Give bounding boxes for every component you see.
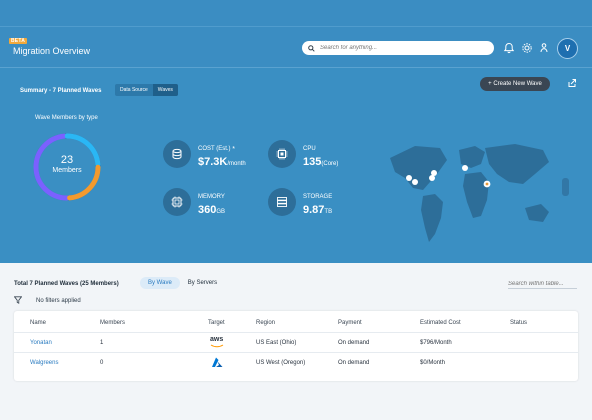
members-count: 1 xyxy=(100,340,104,346)
tab-by-wave[interactable]: By Wave xyxy=(140,277,180,289)
storage-server-icon xyxy=(268,188,296,216)
wave-name-link[interactable]: Yonatan xyxy=(30,340,52,346)
col-status[interactable]: Status xyxy=(510,320,528,326)
members-donut-chart xyxy=(33,133,101,201)
table-row[interactable]: Yonatan 1 aws US East (Ohio) On demand $… xyxy=(14,332,578,352)
col-name[interactable]: Name xyxy=(30,320,47,326)
azure-logo-icon xyxy=(212,357,223,367)
table-title: Total 7 Planned Waves (25 Members) xyxy=(14,281,119,287)
beta-badge: BETA xyxy=(9,38,28,44)
toggle-data-source[interactable]: Data Source xyxy=(120,87,148,93)
view-toggle: Data Source Waves xyxy=(115,84,178,96)
table-search-input[interactable] xyxy=(508,279,577,289)
region: US East (Ohio) xyxy=(256,340,297,346)
members-count: 0 xyxy=(100,360,104,366)
storage-label: STORAGE xyxy=(303,194,333,200)
summary-title: Summary - 7 Planned Waves xyxy=(20,88,102,94)
user-avatar[interactable]: V xyxy=(557,38,578,59)
col-target[interactable]: Target xyxy=(208,320,225,326)
settings-gear-icon[interactable] xyxy=(521,42,533,54)
map-zoom-control[interactable] xyxy=(562,178,569,196)
header-divider xyxy=(0,26,592,27)
create-new-wave-button[interactable]: + Create New Wave xyxy=(480,77,550,91)
filter-icon[interactable] xyxy=(14,296,22,304)
cost-coins-icon xyxy=(163,140,191,168)
donut-segment-a xyxy=(33,133,101,201)
global-search[interactable] xyxy=(302,41,494,55)
map-location-markers[interactable] xyxy=(406,165,491,188)
tab-by-servers[interactable]: By Servers xyxy=(187,280,218,286)
page-title: Migration Overview xyxy=(13,46,91,56)
search-input[interactable] xyxy=(320,45,480,51)
estimated-cost: $0/Month xyxy=(420,360,446,366)
donut-label: Wave Members by type xyxy=(35,115,98,121)
estimated-cost: $796/Month xyxy=(420,340,452,346)
memory-label: MEMORY xyxy=(198,194,225,200)
filters-status: No filters applied xyxy=(36,298,81,304)
donut-count: 23 xyxy=(60,154,74,166)
cost-value: $7.3K/month xyxy=(198,156,246,168)
wave-name-link[interactable]: Walgreens xyxy=(30,360,59,366)
app-header: BETA Migration Overview V xyxy=(0,0,592,68)
share-export-icon[interactable] xyxy=(567,78,577,88)
cpu-label: CPU xyxy=(303,146,316,152)
world-map[interactable] xyxy=(385,138,557,248)
col-members[interactable]: Members xyxy=(100,320,126,326)
memory-icon xyxy=(163,188,191,216)
cpu-chip-icon xyxy=(268,140,296,168)
table-tabs: By Wave By Servers xyxy=(140,277,225,289)
cpu-value: 135(Core) xyxy=(303,156,339,168)
region: US West (Oregon) xyxy=(256,360,306,366)
aws-logo-icon: aws xyxy=(210,336,224,348)
col-region[interactable]: Region xyxy=(256,320,276,326)
user-network-icon[interactable] xyxy=(538,42,550,54)
notification-bell-icon[interactable] xyxy=(503,42,515,54)
col-estimated-cost[interactable]: Estimated Cost xyxy=(420,320,461,326)
waves-table: Name Members Target Region Payment Estim… xyxy=(14,311,578,381)
search-icon xyxy=(308,44,315,52)
donut-segment-c xyxy=(33,133,101,201)
summary-panel: Summary - 7 Planned Waves Data Source Wa… xyxy=(0,68,592,263)
payment: On demand xyxy=(338,360,370,366)
donut-segment-b xyxy=(33,133,101,201)
table-row[interactable]: Walgreens 0 US West (Oregon) On demand $… xyxy=(14,352,578,372)
storage-value: 9.87TB xyxy=(303,204,333,216)
donut-unit: Members xyxy=(52,167,82,174)
memory-value: 360GB xyxy=(198,204,226,216)
col-payment[interactable]: Payment xyxy=(338,320,362,326)
payment: On demand xyxy=(338,340,370,346)
toggle-waves[interactable]: Waves xyxy=(152,84,178,96)
cost-label: COST (Est.) * xyxy=(198,146,235,153)
